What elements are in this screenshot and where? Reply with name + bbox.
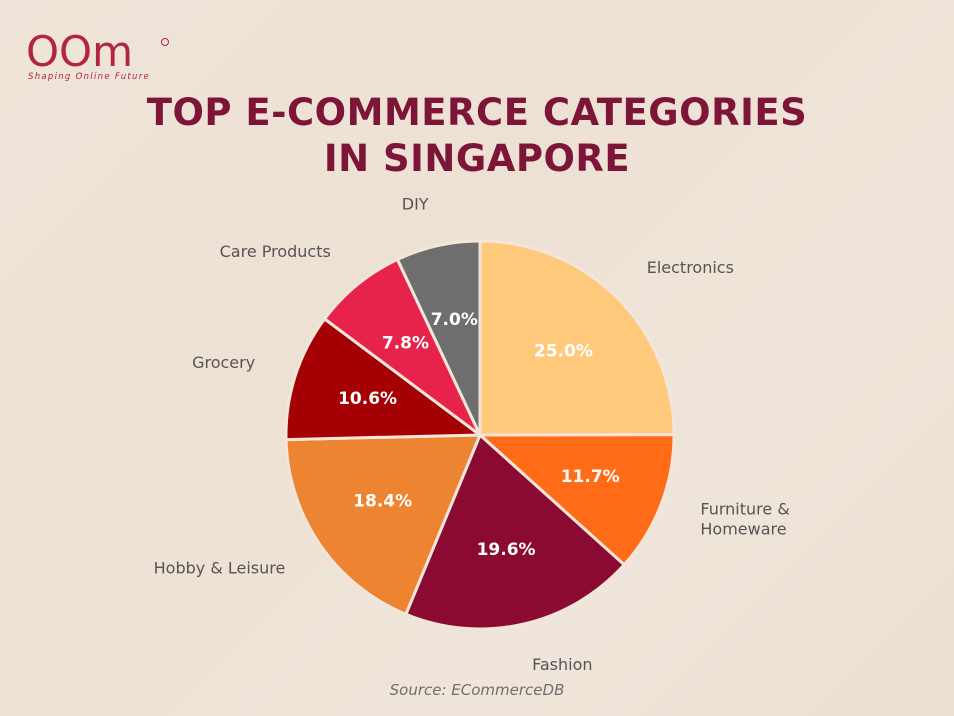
source-note: Source: ECommerceDB xyxy=(389,681,565,699)
value-label-care-products: 7.8% xyxy=(382,334,429,354)
category-label-electronics: Electronics xyxy=(647,257,734,276)
value-label-furniture-and-homeware: 11.7% xyxy=(561,467,620,487)
registered-icon xyxy=(161,38,169,46)
category-label-furniture-and-homeware: Furniture & Homeware xyxy=(700,499,789,538)
category-label-line: Hobby & Leisure xyxy=(154,558,286,577)
pie-slice-grocery xyxy=(284,317,482,442)
category-label-diy: DIY xyxy=(402,194,429,213)
category-label-line: Grocery xyxy=(192,353,255,372)
category-label-line: Electronics xyxy=(647,257,734,276)
chart-title-line-2: IN SINGAPORE xyxy=(323,137,631,180)
chart-title: TOP E-COMMERCE CATEGORIES IN SINGAPORE xyxy=(0,90,954,182)
category-label-line: Fashion xyxy=(532,655,592,674)
value-label-fashion: 19.6% xyxy=(477,540,536,560)
pie-slice-care-products xyxy=(323,257,482,437)
pie-slice-hobby-and-leisure xyxy=(284,433,482,616)
category-label-line: Furniture & xyxy=(700,499,789,518)
category-label-hobby-and-leisure: Hobby & Leisure xyxy=(154,558,286,577)
logo-tagline: Shaping Online Future xyxy=(28,72,150,82)
chart-title-line-1: TOP E-COMMERCE CATEGORIES xyxy=(146,91,808,134)
category-label-line: DIY xyxy=(402,194,429,213)
pie-slice-diy xyxy=(395,239,482,437)
category-label-line: Homeware xyxy=(700,519,786,538)
value-label-diy: 7.0% xyxy=(431,310,478,330)
logo-text: OOm xyxy=(26,27,133,76)
pie-slice-electronics xyxy=(478,239,676,437)
value-label-grocery: 10.6% xyxy=(338,389,397,409)
category-label-fashion: Fashion xyxy=(532,655,592,674)
pie-slice-furniture-and-homeware xyxy=(478,433,676,567)
oom-logo: OOm Shaping Online Future xyxy=(26,26,176,86)
value-label-hobby-and-leisure: 18.4% xyxy=(353,492,412,512)
category-label-line: Care Products xyxy=(220,242,331,261)
oom-logo-mark: OOm Shaping Online Future xyxy=(26,27,169,82)
category-label-grocery: Grocery xyxy=(192,353,255,372)
category-label-care-products: Care Products xyxy=(220,242,331,261)
value-label-electronics: 25.0% xyxy=(534,341,593,361)
